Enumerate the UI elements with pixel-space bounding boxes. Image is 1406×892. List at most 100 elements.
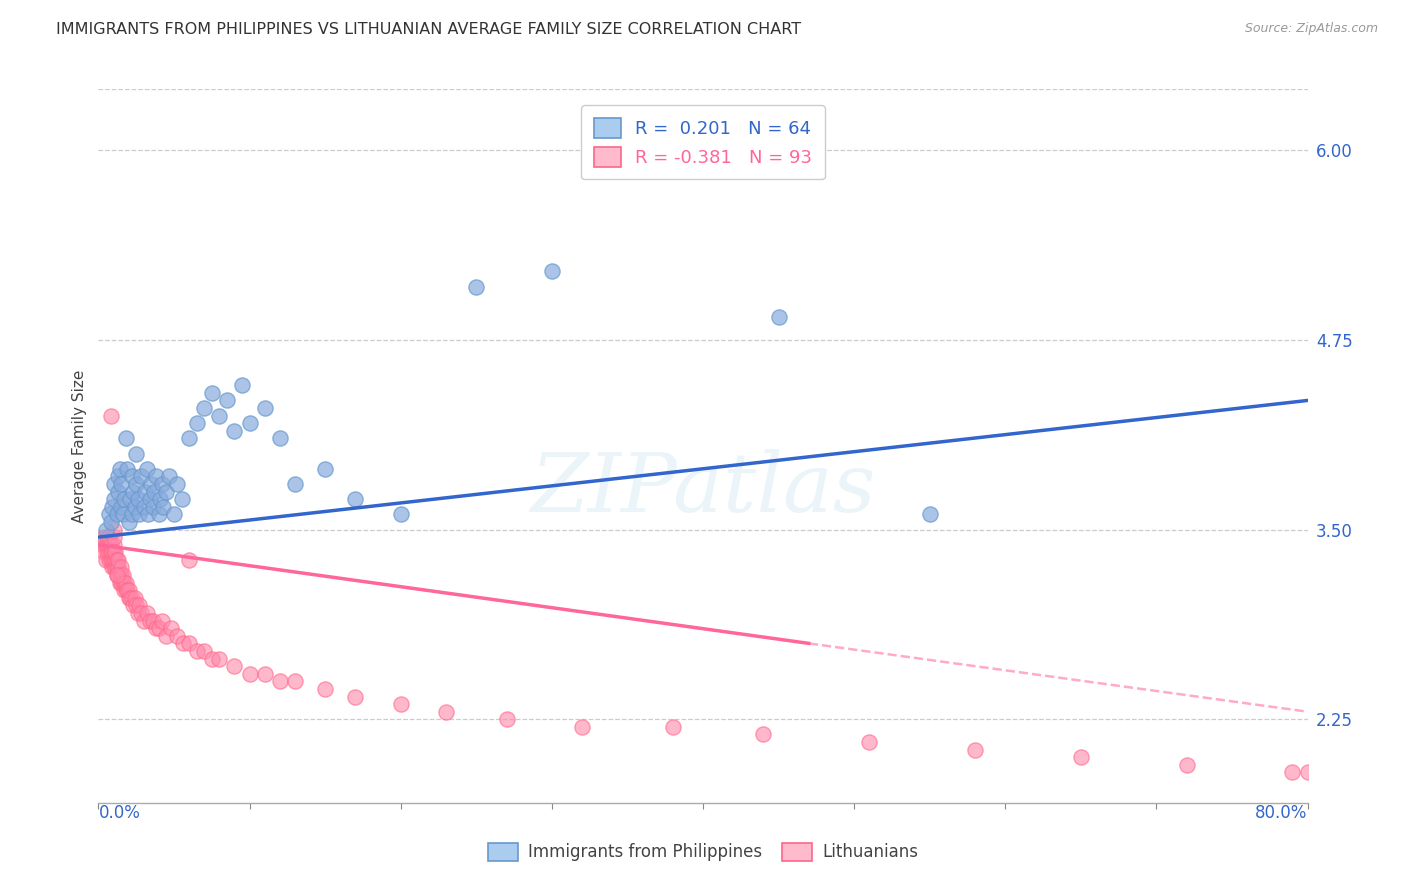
Point — [94, 538, 117, 552]
Point — [134, 484, 156, 499]
Point — [125, 447, 148, 461]
Point — [344, 492, 367, 507]
Point — [107, 560, 129, 574]
Point — [208, 651, 231, 665]
Point — [208, 409, 231, 423]
Point — [1281, 765, 1303, 780]
Point — [135, 462, 157, 476]
Point — [186, 416, 208, 430]
Point — [101, 560, 124, 574]
Point — [269, 674, 291, 689]
Point — [752, 727, 775, 741]
Point — [121, 591, 143, 605]
Point — [101, 500, 124, 514]
Point — [284, 674, 307, 689]
Point — [127, 606, 149, 620]
Point — [150, 614, 173, 628]
Point — [143, 484, 166, 499]
Point — [179, 636, 201, 650]
Point — [107, 469, 129, 483]
Point — [111, 575, 134, 590]
Point — [110, 575, 132, 590]
Point — [155, 484, 177, 499]
Point — [239, 416, 262, 430]
Point — [107, 484, 129, 499]
Point — [103, 523, 125, 537]
Point — [125, 477, 148, 491]
Point — [121, 508, 143, 522]
Point — [107, 568, 129, 582]
Point — [108, 575, 131, 590]
Point — [103, 553, 125, 567]
Point — [103, 560, 125, 574]
Point — [115, 583, 138, 598]
Text: IMMIGRANTS FROM PHILIPPINES VS LITHUANIAN AVERAGE FAMILY SIZE CORRELATION CHART: IMMIGRANTS FROM PHILIPPINES VS LITHUANIA… — [56, 22, 801, 37]
Point — [104, 553, 127, 567]
Point — [105, 568, 128, 582]
Point — [150, 477, 173, 491]
Point — [145, 621, 167, 635]
Point — [571, 720, 593, 734]
Point — [98, 538, 121, 552]
Point — [105, 560, 128, 574]
Point — [100, 553, 122, 567]
Point — [155, 629, 177, 643]
Point — [253, 401, 276, 415]
Point — [100, 538, 122, 552]
Point — [142, 614, 165, 628]
Point — [107, 553, 129, 567]
Point — [389, 508, 412, 522]
Point — [104, 560, 127, 574]
Point — [186, 644, 208, 658]
Text: Source: ZipAtlas.com: Source: ZipAtlas.com — [1244, 22, 1378, 36]
Point — [918, 508, 941, 522]
Point — [132, 500, 155, 514]
Point — [96, 545, 118, 559]
Text: 0.0%: 0.0% — [98, 804, 141, 822]
Point — [98, 553, 121, 567]
Point — [344, 690, 367, 704]
Point — [179, 553, 201, 567]
Text: ZIPatlas: ZIPatlas — [530, 449, 876, 529]
Point — [768, 310, 790, 324]
Point — [139, 614, 162, 628]
Point — [540, 264, 562, 278]
Point — [124, 591, 146, 605]
Point — [104, 545, 127, 559]
Point — [124, 500, 146, 514]
Point — [284, 477, 307, 491]
Point — [132, 614, 155, 628]
Point — [159, 469, 181, 483]
Point — [118, 591, 141, 605]
Point — [215, 393, 238, 408]
Point — [434, 705, 457, 719]
Point — [110, 477, 132, 491]
Point — [231, 378, 253, 392]
Point — [112, 583, 135, 598]
Point — [193, 644, 215, 658]
Point — [170, 492, 193, 507]
Point — [94, 553, 117, 567]
Point — [100, 409, 122, 423]
Point — [108, 568, 131, 582]
Point — [98, 545, 121, 559]
Point — [103, 477, 125, 491]
Point — [101, 553, 124, 567]
Point — [129, 469, 152, 483]
Point — [160, 621, 183, 635]
Point — [141, 477, 163, 491]
Point — [103, 492, 125, 507]
Point — [122, 599, 145, 613]
Point — [239, 666, 262, 681]
Legend: R =  0.201   N = 64, R = -0.381   N = 93: R = 0.201 N = 64, R = -0.381 N = 93 — [581, 105, 825, 179]
Point — [114, 575, 136, 590]
Point — [136, 508, 159, 522]
Point — [111, 508, 134, 522]
Point — [224, 659, 246, 673]
Point — [858, 735, 880, 749]
Point — [94, 523, 117, 537]
Point — [389, 697, 412, 711]
Point — [662, 720, 685, 734]
Point — [148, 621, 170, 635]
Point — [142, 500, 165, 514]
